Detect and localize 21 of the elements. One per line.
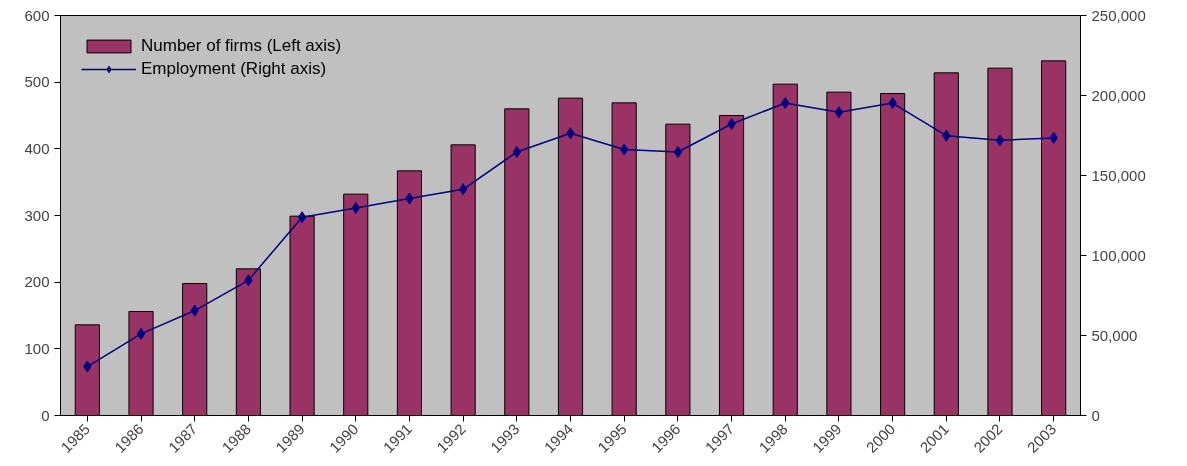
y-tick-label: 300 (24, 206, 50, 224)
legend-label: Number of firms (Left axis) (141, 36, 342, 56)
point (834, 106, 844, 119)
y2-tick-label: 0 (1091, 406, 1100, 424)
y-tick-label: 200 (24, 273, 50, 291)
legend-label: Employment (Right axis) (141, 59, 327, 79)
point (458, 183, 468, 196)
y-tick-label: 400 (24, 139, 50, 157)
point (136, 327, 146, 340)
y-tick-label: 600 (24, 6, 50, 24)
point (297, 211, 307, 224)
y-tick-label: 0 (41, 406, 50, 424)
y-tick-label: 500 (24, 73, 50, 91)
y2-tick-label: 100,000 (1091, 246, 1146, 264)
y2-tick-label: 250,000 (1091, 6, 1146, 24)
y2-tick-label: 200,000 (1091, 86, 1146, 104)
y2-tick-label: 150,000 (1091, 166, 1146, 184)
point (673, 145, 683, 158)
point (995, 134, 1005, 147)
y2-tick-label: 50,000 (1091, 326, 1138, 344)
y-tick-label: 100 (24, 339, 50, 357)
